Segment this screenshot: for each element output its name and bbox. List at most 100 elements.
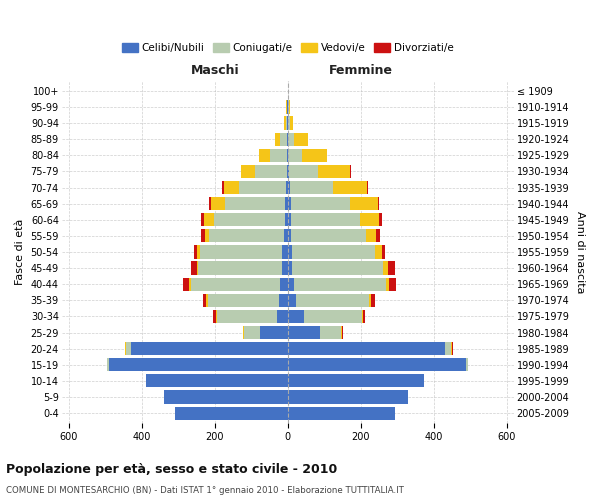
Bar <box>200 213 203 226</box>
Bar <box>288 100 289 114</box>
Bar <box>341 326 342 339</box>
Bar <box>290 181 334 194</box>
Bar <box>288 197 290 210</box>
Bar <box>362 310 363 323</box>
Bar <box>386 278 389 291</box>
Bar <box>239 181 286 194</box>
Bar <box>288 278 295 291</box>
Bar <box>383 262 388 274</box>
Bar <box>203 294 206 307</box>
Bar <box>191 262 197 274</box>
Bar <box>287 165 288 178</box>
Bar <box>284 116 286 130</box>
Bar <box>275 132 280 146</box>
Bar <box>288 390 408 404</box>
Bar <box>183 278 190 291</box>
Bar <box>224 181 239 194</box>
Bar <box>295 278 386 291</box>
Bar <box>197 262 199 274</box>
Bar <box>289 148 302 162</box>
Bar <box>288 310 304 323</box>
Bar <box>284 230 288 242</box>
Bar <box>370 294 371 307</box>
Bar <box>288 406 395 420</box>
Bar <box>363 310 365 323</box>
Bar <box>294 132 308 146</box>
Text: Maschi: Maschi <box>191 64 239 77</box>
Bar <box>288 230 292 242</box>
Bar <box>203 213 214 226</box>
Bar <box>244 326 260 339</box>
Bar <box>205 230 209 242</box>
Bar <box>334 181 367 194</box>
Bar <box>282 246 288 258</box>
Bar <box>222 181 224 194</box>
Bar <box>212 310 215 323</box>
Bar <box>445 342 451 355</box>
Bar <box>376 230 380 242</box>
Bar <box>288 148 289 162</box>
Bar <box>342 326 343 339</box>
Bar <box>382 246 385 258</box>
Bar <box>289 132 294 146</box>
Bar <box>379 213 382 226</box>
Bar <box>288 246 292 258</box>
Bar <box>217 310 277 323</box>
Bar <box>292 246 375 258</box>
Bar <box>288 181 290 194</box>
Bar <box>199 262 282 274</box>
Bar <box>287 148 288 162</box>
Bar <box>366 230 376 242</box>
Bar <box>209 230 284 242</box>
Bar <box>259 148 269 162</box>
Bar <box>164 390 288 404</box>
Bar <box>224 197 285 210</box>
Bar <box>451 342 452 355</box>
Bar <box>296 294 370 307</box>
Bar <box>288 342 445 355</box>
Bar <box>194 246 197 258</box>
Bar <box>288 116 290 130</box>
Bar <box>290 213 360 226</box>
Bar <box>288 294 296 307</box>
Bar <box>290 116 293 130</box>
Bar <box>107 358 109 372</box>
Y-axis label: Fasce di età: Fasce di età <box>15 219 25 285</box>
Bar <box>211 197 224 210</box>
Bar <box>287 132 288 146</box>
Bar <box>125 342 131 355</box>
Bar <box>282 262 288 274</box>
Bar <box>289 100 290 114</box>
Bar <box>278 294 288 307</box>
Bar <box>254 165 287 178</box>
Bar <box>288 132 289 146</box>
Bar <box>277 310 288 323</box>
Bar <box>109 358 288 372</box>
Bar <box>243 326 244 339</box>
Bar <box>260 326 288 339</box>
Bar <box>208 294 278 307</box>
Bar <box>206 294 208 307</box>
Bar <box>371 294 375 307</box>
Bar <box>292 262 383 274</box>
Bar <box>215 310 217 323</box>
Bar <box>285 213 288 226</box>
Text: Popolazione per età, sesso e stato civile - 2010: Popolazione per età, sesso e stato civil… <box>6 462 337 475</box>
Bar <box>288 262 292 274</box>
Bar <box>318 165 350 178</box>
Bar <box>241 165 254 178</box>
Bar <box>350 197 378 210</box>
Bar <box>367 181 368 194</box>
Bar <box>200 246 282 258</box>
Bar <box>286 181 288 194</box>
Bar <box>190 278 191 291</box>
Bar <box>378 197 379 210</box>
Bar <box>280 132 287 146</box>
Bar <box>304 310 362 323</box>
Bar <box>360 213 379 226</box>
Bar <box>389 278 397 291</box>
Text: Femmine: Femmine <box>329 64 392 77</box>
Bar <box>289 165 318 178</box>
Bar <box>242 326 243 339</box>
Bar <box>146 374 288 388</box>
